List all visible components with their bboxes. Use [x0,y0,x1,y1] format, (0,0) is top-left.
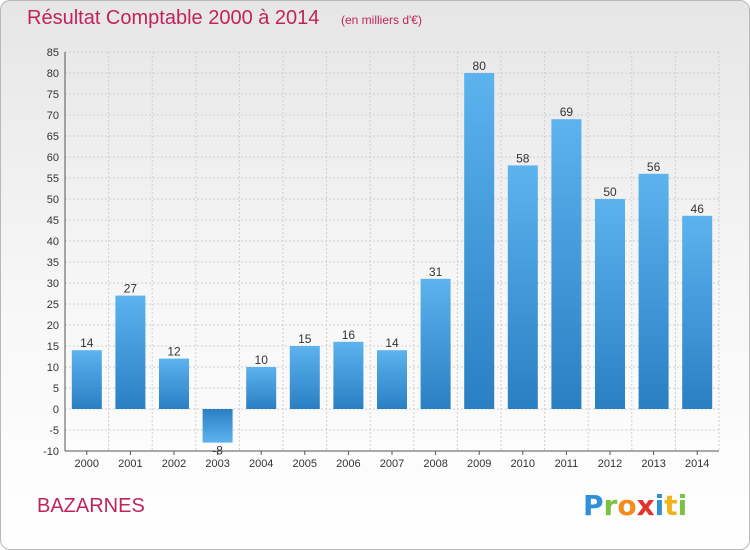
x-tick-label: 2007 [380,458,404,470]
x-tick-label: 2003 [205,458,229,470]
data-label: -8 [212,444,223,458]
y-tick-label: 60 [47,152,59,164]
data-label: 46 [691,202,705,216]
x-tick-label: 2014 [685,458,709,470]
bar-2013 [638,173,669,409]
data-label: 12 [167,345,181,359]
data-label: 69 [560,105,574,119]
bar-2009 [464,73,495,409]
bar-2011 [551,119,582,409]
data-label: 58 [516,151,530,165]
x-tick-label: 2009 [467,458,491,470]
x-tick-label: 2011 [555,458,579,470]
bar-2004 [246,367,277,409]
y-tick-label: 30 [47,278,59,290]
town-name: BAZARNES [37,495,145,517]
x-tick-label: 2013 [641,458,665,470]
x-tick-label: 2010 [511,458,535,470]
data-label: 80 [473,59,487,73]
data-label: 31 [429,265,443,279]
bar-2005 [289,346,320,409]
data-label: 14 [385,336,399,350]
x-tick-label: 2002 [162,458,186,470]
y-tick-label: 10 [47,362,59,374]
x-tick-label: 2006 [336,458,360,470]
proxiti-logo[interactable]: Proxiti [583,489,688,522]
bar-2007 [377,350,407,409]
y-tick-label: 45 [47,215,59,227]
y-tick-label: 70 [47,110,59,122]
y-tick-label: 85 [47,47,59,59]
data-label-layer: 14 27 12 -8 10 15 16 14 31 80 58 69 50 56 46 [80,59,704,458]
bar-2008 [420,278,451,409]
chart-subtitle: (en milliers d'€) [341,13,422,27]
y-tick-label: 65 [47,131,59,143]
y-tick-label: 40 [47,236,59,248]
y-tick-label: -5 [49,425,59,437]
y-tick-label: 35 [47,257,59,269]
x-tick-label: 2008 [423,458,447,470]
bar-2006 [333,341,364,409]
y-tick-label: -10 [43,446,59,458]
bar-2003 [202,409,233,443]
x-tick-label: 2004 [249,458,273,470]
x-tick-label: 2000 [75,458,99,470]
y-tick-label: 0 [53,404,59,416]
bar-2000 [71,350,102,409]
data-label: 15 [298,332,312,346]
bar-layer [71,73,713,443]
bar-2002 [159,358,189,409]
x-tick-label: 2005 [293,458,317,470]
y-tick-label: 5 [53,383,59,395]
data-label: 27 [124,282,138,296]
y-tick-label: 25 [47,299,59,311]
bar-2001 [115,295,146,409]
bar-2014 [682,215,713,409]
y-tick-label: 15 [47,341,59,353]
data-label: 56 [647,160,661,174]
y-tick-label: 50 [47,194,59,206]
x-tick-label: 2012 [598,458,622,470]
data-label: 50 [603,185,617,199]
data-label: 16 [342,328,356,342]
x-tick-label: 2001 [118,458,142,470]
chart-title: Résultat Comptable 2000 à 2014 [27,7,320,29]
y-tick-label: 75 [47,89,59,101]
data-label: 14 [80,336,94,350]
bar-2010 [507,165,538,409]
data-label: 10 [255,353,269,367]
bar-2012 [595,199,625,409]
y-tick-label: 20 [47,320,59,332]
axis-layer: -10 -5 0 5 10 15 20 25 30 35 40 45 50 55 60 65 70 75 80 85 2… [43,47,719,470]
y-tick-label: 80 [47,68,59,80]
y-tick-label: 55 [47,173,59,185]
